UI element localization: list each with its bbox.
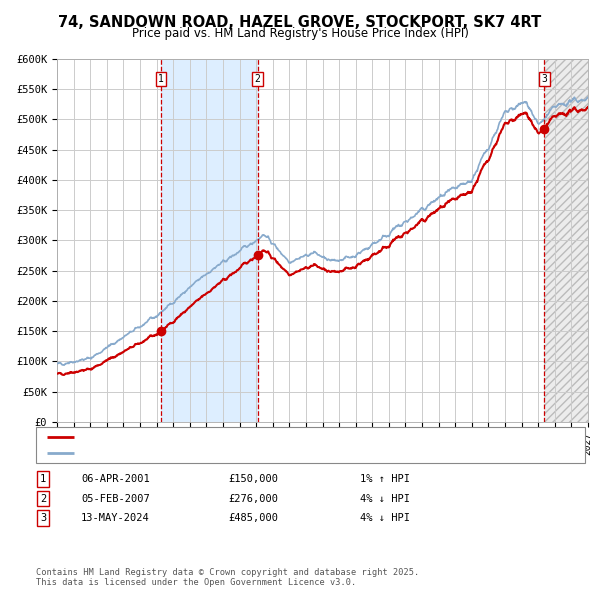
Text: 74, SANDOWN ROAD, HAZEL GROVE, STOCKPORT, SK7 4RT (detached house): 74, SANDOWN ROAD, HAZEL GROVE, STOCKPORT… — [81, 432, 493, 442]
Line: 74, SANDOWN ROAD, HAZEL GROVE, STOCKPORT, SK7 4RT (detached house): 74, SANDOWN ROAD, HAZEL GROVE, STOCKPORT… — [57, 107, 588, 375]
Text: £276,000: £276,000 — [228, 494, 278, 503]
Text: 06-APR-2001: 06-APR-2001 — [81, 474, 150, 484]
Bar — [161, 59, 257, 422]
Text: 3: 3 — [541, 74, 547, 84]
Text: 4% ↓ HPI: 4% ↓ HPI — [360, 513, 410, 523]
HPI: Average price, detached house, Stockport: (2e+03, 9.36e+04): Average price, detached house, Stockport… — [61, 362, 68, 369]
Text: 74, SANDOWN ROAD, HAZEL GROVE, STOCKPORT, SK7 4RT: 74, SANDOWN ROAD, HAZEL GROVE, STOCKPORT… — [58, 15, 542, 30]
Text: £485,000: £485,000 — [228, 513, 278, 523]
Bar — [544, 59, 588, 422]
Text: 2: 2 — [254, 74, 260, 84]
Text: 1: 1 — [158, 74, 164, 84]
Text: HPI: Average price, detached house, Stockport: HPI: Average price, detached house, Stoc… — [81, 448, 362, 458]
74, SANDOWN ROAD, HAZEL GROVE, STOCKPORT, SK7 4RT (detached house) — [61, 372, 68, 379]
74, SANDOWN ROAD, HAZEL GROVE, STOCKPORT, SK7 4RT (detached house) — [584, 103, 592, 110]
74, SANDOWN ROAD, HAZEL GROVE, STOCKPORT, SK7 4RT (detached house) — [124, 345, 131, 352]
Bar — [544, 59, 588, 422]
HPI: Average price, detached house, Stockport: (2.01e+03, 2.67e+05): Average price, detached house, Stockport… — [284, 257, 292, 264]
HPI: Average price, detached house, Stockport: (2.03e+03, 5.37e+05): Average price, detached house, Stockport… — [584, 94, 592, 101]
HPI: Average price, detached house, Stockport: (2.01e+03, 2.72e+05): Average price, detached house, Stockport… — [344, 254, 351, 261]
Text: Contains HM Land Registry data © Crown copyright and database right 2025.
This d: Contains HM Land Registry data © Crown c… — [36, 568, 419, 587]
74, SANDOWN ROAD, HAZEL GROVE, STOCKPORT, SK7 4RT (detached house) — [53, 370, 61, 377]
74, SANDOWN ROAD, HAZEL GROVE, STOCKPORT, SK7 4RT (detached house) — [344, 265, 351, 272]
HPI: Average price, detached house, Stockport: (2.01e+03, 2.67e+05): Average price, detached house, Stockport… — [333, 257, 340, 264]
Text: £150,000: £150,000 — [228, 474, 278, 484]
Text: 1% ↑ HPI: 1% ↑ HPI — [360, 474, 410, 484]
Text: 05-FEB-2007: 05-FEB-2007 — [81, 494, 150, 503]
Text: Price paid vs. HM Land Registry's House Price Index (HPI): Price paid vs. HM Land Registry's House … — [131, 27, 469, 40]
HPI: Average price, detached house, Stockport: (2.01e+03, 2.78e+05): Average price, detached house, Stockport… — [233, 250, 240, 257]
74, SANDOWN ROAD, HAZEL GROVE, STOCKPORT, SK7 4RT (detached house) — [333, 268, 340, 275]
Text: 2: 2 — [40, 494, 46, 503]
HPI: Average price, detached house, Stockport: (2e+03, 9.63e+04): Average price, detached house, Stockport… — [53, 360, 61, 367]
HPI: Average price, detached house, Stockport: (2e+03, 1.65e+05): Average price, detached house, Stockport… — [143, 319, 151, 326]
Line: HPI: Average price, detached house, Stockport: HPI: Average price, detached house, Stoc… — [57, 97, 588, 365]
74, SANDOWN ROAD, HAZEL GROVE, STOCKPORT, SK7 4RT (detached house) — [284, 270, 292, 277]
74, SANDOWN ROAD, HAZEL GROVE, STOCKPORT, SK7 4RT (detached house) — [233, 268, 240, 275]
Text: 4% ↓ HPI: 4% ↓ HPI — [360, 494, 410, 503]
Text: 13-MAY-2024: 13-MAY-2024 — [81, 513, 150, 523]
Text: 3: 3 — [40, 513, 46, 523]
Text: 1: 1 — [40, 474, 46, 484]
74, SANDOWN ROAD, HAZEL GROVE, STOCKPORT, SK7 4RT (detached house) — [143, 336, 151, 343]
HPI: Average price, detached house, Stockport: (2e+03, 1.46e+05): Average price, detached house, Stockport… — [124, 330, 131, 337]
